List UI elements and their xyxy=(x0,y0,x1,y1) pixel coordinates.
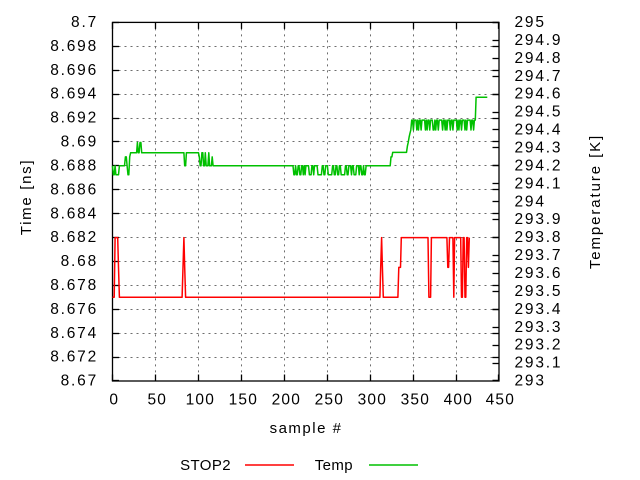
svg-text:294.2: 294.2 xyxy=(515,157,563,174)
svg-text:294.7: 294.7 xyxy=(515,68,563,85)
svg-text:50: 50 xyxy=(147,392,167,409)
svg-text:294.8: 294.8 xyxy=(515,50,563,67)
svg-text:293.1: 293.1 xyxy=(515,355,563,372)
svg-text:200: 200 xyxy=(272,392,301,409)
svg-text:293: 293 xyxy=(515,373,546,390)
svg-text:293.7: 293.7 xyxy=(515,247,563,264)
svg-text:sample #: sample # xyxy=(270,420,343,437)
svg-text:0: 0 xyxy=(109,392,119,409)
svg-text:400: 400 xyxy=(444,392,473,409)
svg-text:8.67: 8.67 xyxy=(61,373,98,390)
svg-text:8.696: 8.696 xyxy=(50,62,98,79)
svg-text:294.4: 294.4 xyxy=(515,122,563,139)
svg-text:294: 294 xyxy=(515,193,546,210)
svg-text:Temperature [K]: Temperature [K] xyxy=(587,134,604,269)
svg-text:8.698: 8.698 xyxy=(50,38,98,55)
svg-text:8.69: 8.69 xyxy=(61,134,98,151)
svg-text:250: 250 xyxy=(315,392,344,409)
svg-text:8.672: 8.672 xyxy=(50,349,98,366)
svg-text:293.2: 293.2 xyxy=(515,337,563,354)
svg-text:300: 300 xyxy=(358,392,387,409)
svg-text:STOP2: STOP2 xyxy=(180,457,231,474)
svg-text:8.676: 8.676 xyxy=(50,301,98,318)
svg-text:293.6: 293.6 xyxy=(515,265,563,282)
svg-text:294.9: 294.9 xyxy=(515,32,563,49)
svg-text:293.9: 293.9 xyxy=(515,211,563,228)
svg-text:8.694: 8.694 xyxy=(50,86,98,103)
svg-text:294.5: 294.5 xyxy=(515,104,563,121)
svg-text:8.678: 8.678 xyxy=(50,277,98,294)
svg-text:8.674: 8.674 xyxy=(50,325,98,342)
svg-text:294.1: 294.1 xyxy=(515,175,563,192)
svg-text:8.68: 8.68 xyxy=(61,253,98,270)
svg-text:293.3: 293.3 xyxy=(515,319,563,336)
svg-text:Time [ns]: Time [ns] xyxy=(18,159,35,235)
svg-text:Temp: Temp xyxy=(315,457,353,474)
svg-text:8.688: 8.688 xyxy=(50,157,98,174)
svg-text:8.7: 8.7 xyxy=(71,14,98,31)
svg-text:8.684: 8.684 xyxy=(50,205,98,222)
svg-text:8.692: 8.692 xyxy=(50,110,98,127)
svg-text:100: 100 xyxy=(186,392,215,409)
svg-text:293.5: 293.5 xyxy=(515,283,563,300)
svg-text:293.4: 293.4 xyxy=(515,301,563,318)
svg-text:295: 295 xyxy=(515,14,546,31)
svg-text:450: 450 xyxy=(486,392,515,409)
svg-text:293.8: 293.8 xyxy=(515,229,563,246)
svg-text:350: 350 xyxy=(401,392,430,409)
svg-text:8.686: 8.686 xyxy=(50,181,98,198)
svg-text:294.6: 294.6 xyxy=(515,86,563,103)
svg-text:294.3: 294.3 xyxy=(515,140,563,157)
svg-text:150: 150 xyxy=(229,392,258,409)
svg-text:8.682: 8.682 xyxy=(50,229,98,246)
